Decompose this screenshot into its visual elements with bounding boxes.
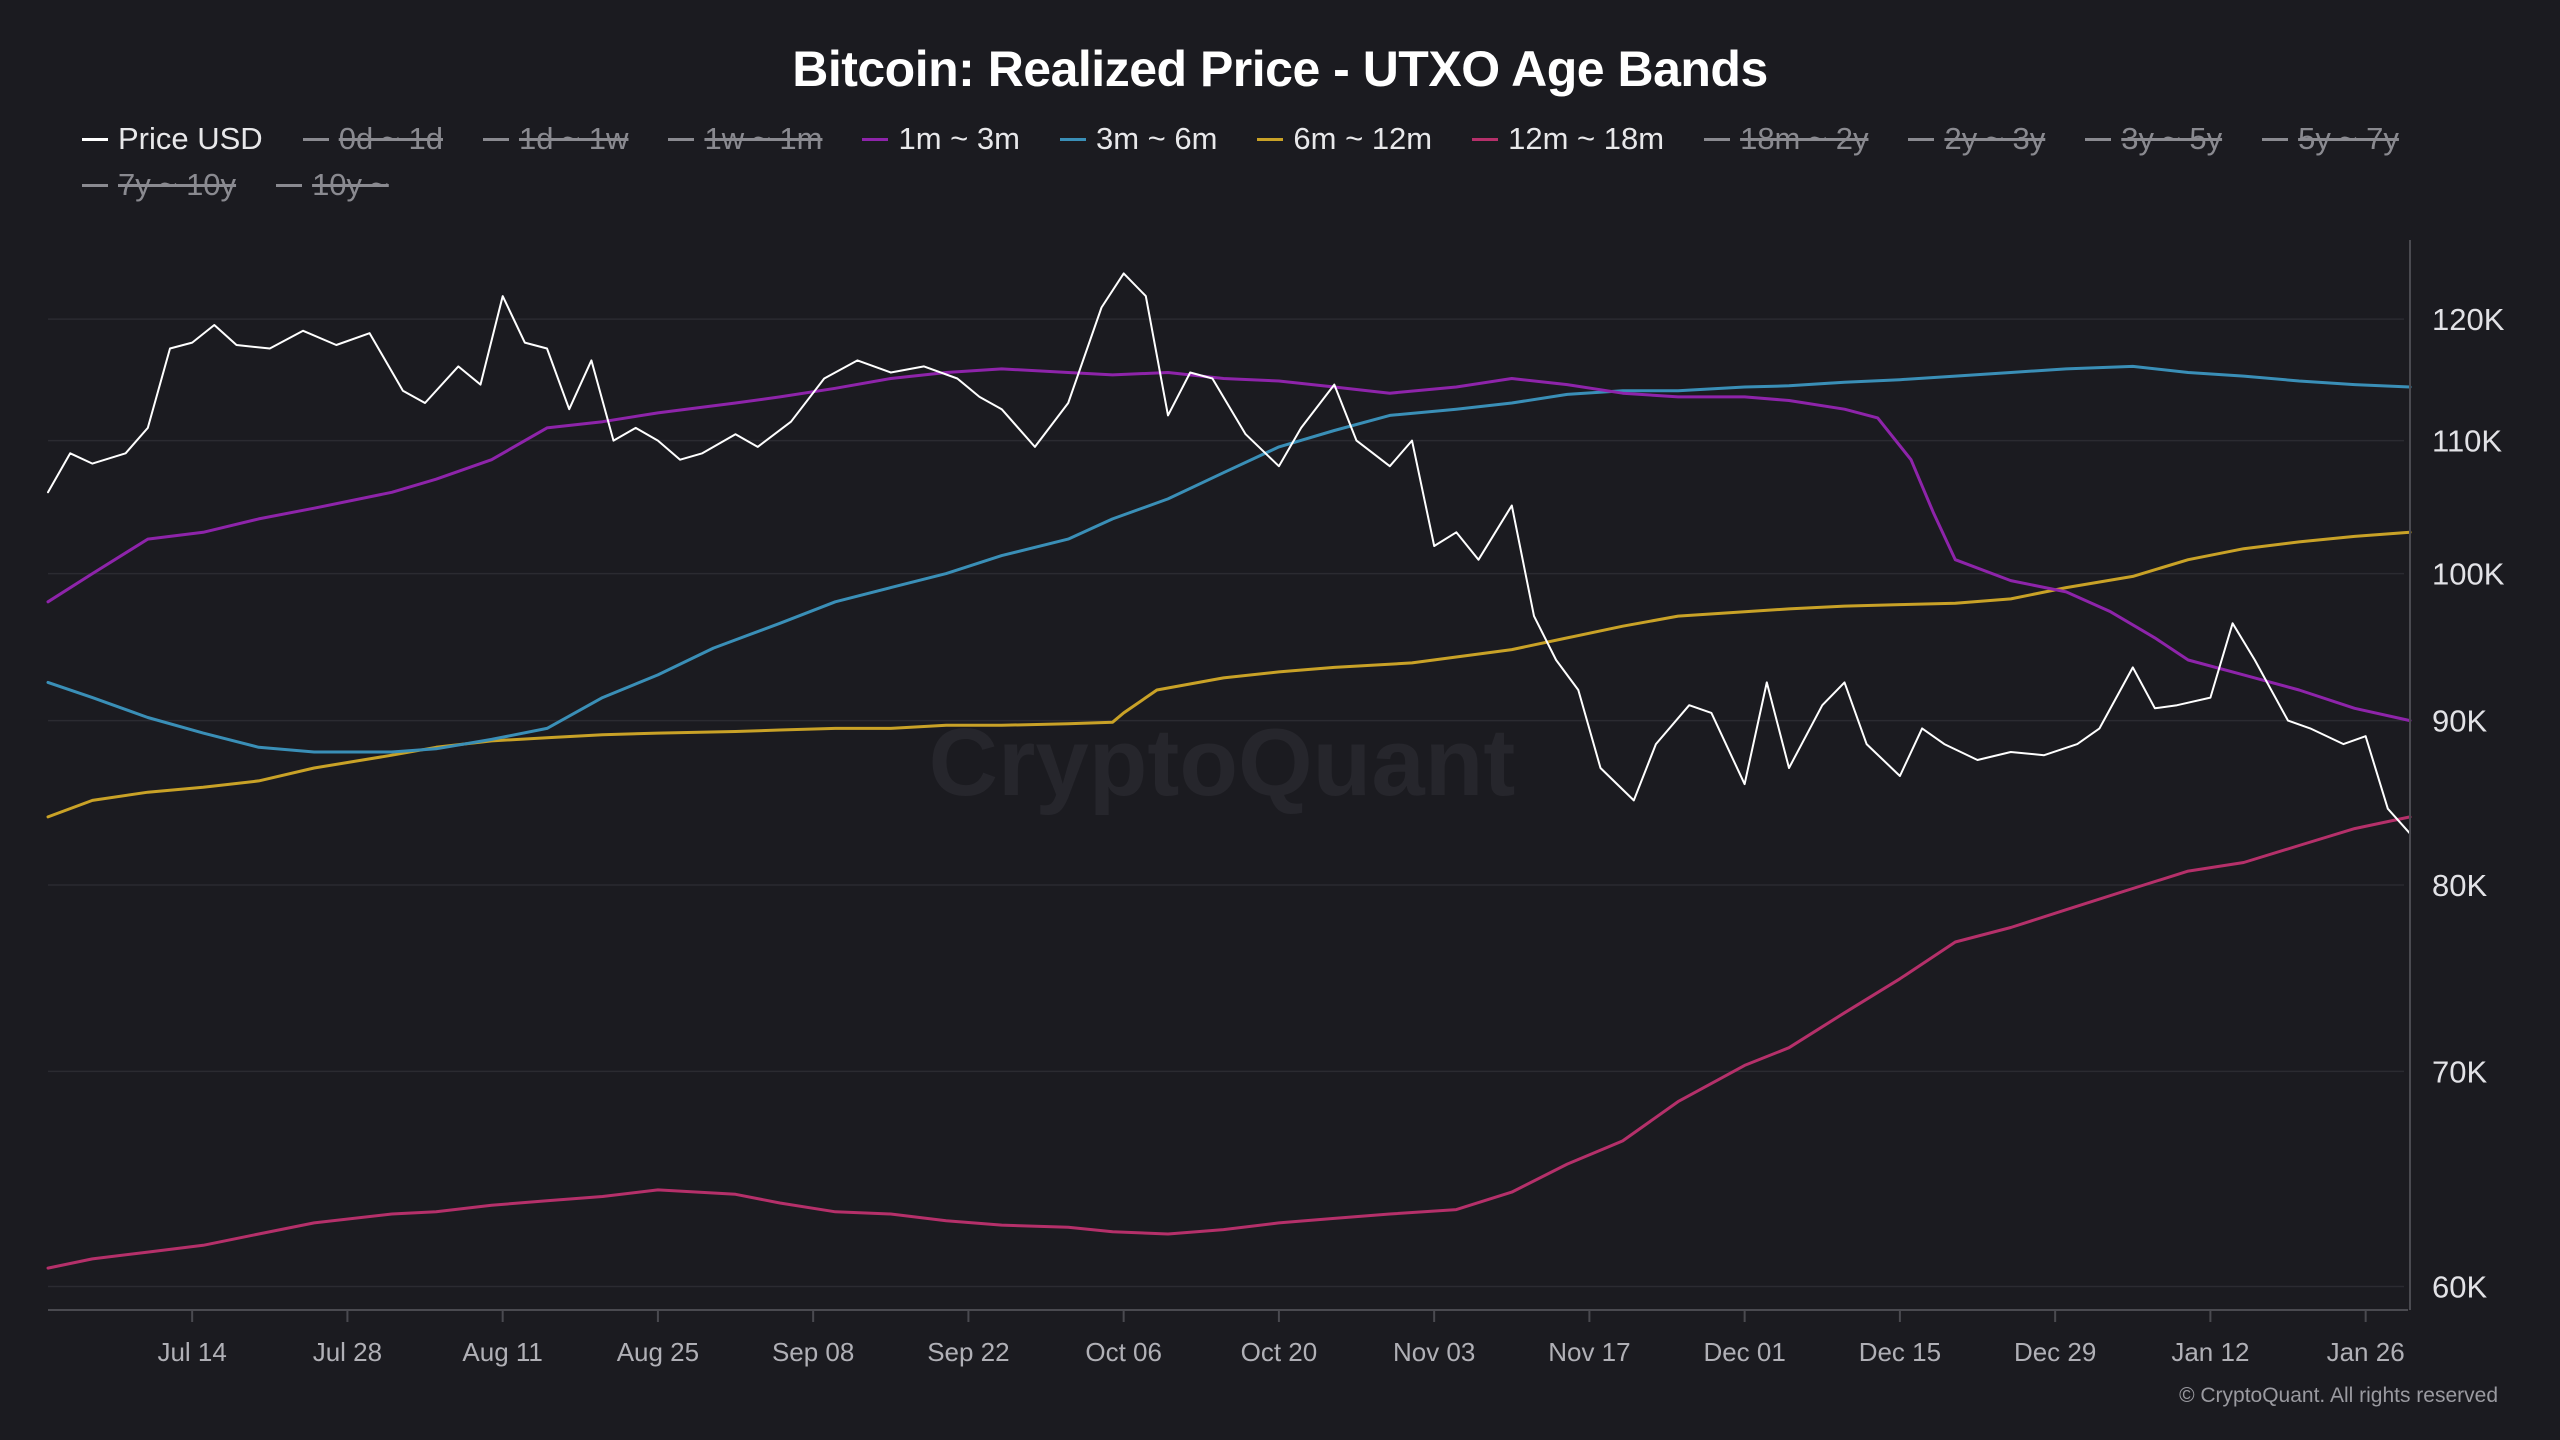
- x-tick-label-oct-06: Oct 06: [1085, 1337, 1162, 1367]
- y-tick-label-70k: 70K: [2432, 1054, 2487, 1089]
- watermark-text: CryptoQuant: [929, 709, 1516, 816]
- y-tick-label-100k: 100K: [2432, 557, 2505, 592]
- legend-item-0d-1d[interactable]: 0d ~ 1d: [302, 118, 443, 160]
- series-line-1m-3m: [46, 367, 2412, 723]
- grid-lines: [48, 318, 2404, 1288]
- x-tick-label-sep-22: Sep 22: [927, 1337, 1009, 1367]
- legend-label: 3y ~ 5y: [2121, 121, 2223, 156]
- x-tick-label-jan-12: Jan 12: [2171, 1337, 2249, 1367]
- x-tick-label-aug-25: Aug 25: [617, 1337, 699, 1367]
- copyright-footer: © CryptoQuant. All rights reserved: [2179, 1384, 2498, 1407]
- legend-swatch: [302, 137, 329, 141]
- x-tick-label-dec-01: Dec 01: [1703, 1337, 1785, 1367]
- legend-label: 1m ~ 3m: [898, 121, 1020, 156]
- y-tick-label-90k: 90K: [2432, 704, 2487, 739]
- x-tick-label-dec-29: Dec 29: [2014, 1337, 2096, 1367]
- legend-item-1w-1m[interactable]: 1w ~ 1m: [668, 118, 822, 160]
- legend-label: Price USD: [118, 121, 263, 156]
- x-tick-label-oct-20: Oct 20: [1241, 1337, 1318, 1367]
- series-line-3m-6m: [46, 364, 2412, 754]
- x-tick-label-aug-11: Aug 11: [462, 1337, 542, 1367]
- legend-item-3y-5y[interactable]: 3y ~ 5y: [2085, 118, 2222, 160]
- y-tick-label-110k: 110K: [2432, 424, 2502, 459]
- legend-swatch: [82, 137, 108, 141]
- series-lines: [46, 272, 2412, 1270]
- legend: Price USD 0d ~ 1d 1d ~ 1w 1w ~ 1m 1m ~ 3m 3m …: [82, 118, 2502, 206]
- axes: Jul 14 Jul 28 Aug 11 Aug 25 Sep 08 Sep 22 Oct …: [48, 240, 2505, 1367]
- legend-label: 10y ~: [312, 167, 389, 202]
- legend-item-3m-6m[interactable]: 3m ~ 6m: [1059, 118, 1218, 160]
- legend-swatch: [1908, 137, 1935, 141]
- legend-item-10y[interactable]: 10y ~: [276, 164, 389, 206]
- legend-label: 12m ~ 18m: [1508, 121, 1665, 156]
- legend-item-7y-10y[interactable]: 7y ~ 10y: [82, 164, 236, 206]
- legend-label: 3m ~ 6m: [1095, 121, 1218, 156]
- legend-item-2y-3y[interactable]: 2y ~ 3y: [1908, 118, 2045, 160]
- x-tick-label-jul-28: Jul 28: [313, 1337, 382, 1367]
- legend-label: 18m ~ 2y: [1740, 121, 1869, 156]
- legend-swatch: [862, 137, 889, 141]
- series-line-12m-18m: [46, 815, 2412, 1270]
- legend-label: 5y ~ 7y: [2298, 121, 2399, 156]
- y-tick-label-60k: 60K: [2432, 1270, 2487, 1305]
- x-tick-label-dec-15: Dec 15: [1859, 1337, 1941, 1367]
- legend-swatch: [2085, 137, 2112, 141]
- legend-swatch: [276, 183, 303, 187]
- legend-item-1m-3m[interactable]: 1m ~ 3m: [862, 118, 1020, 160]
- x-tick-label-jan-26: Jan 26: [2327, 1337, 2405, 1367]
- legend-swatch: [82, 183, 108, 187]
- y-tick-label-80k: 80K: [2432, 868, 2487, 903]
- series-line-price-usd: [47, 272, 2411, 835]
- legend-item-18m-2y[interactable]: 18m ~ 2y: [1704, 118, 1868, 160]
- legend-swatch: [1472, 137, 1499, 141]
- legend-label: 6m ~ 12m: [1293, 121, 1433, 156]
- legend-item-6m-12m[interactable]: 6m ~ 12m: [1257, 118, 1432, 160]
- legend-swatch: [1257, 137, 1284, 141]
- legend-label: 7y ~ 10y: [118, 167, 237, 202]
- chart-title: Bitcoin: Realized Price - UTXO Age Bands: [792, 41, 1768, 97]
- legend-label: 1w ~ 1m: [704, 121, 823, 156]
- x-tick-label-nov-17: Nov 17: [1548, 1337, 1630, 1367]
- legend-item-5y-7y[interactable]: 5y ~ 7y: [2262, 118, 2399, 160]
- legend-swatch: [668, 137, 695, 141]
- legend-swatch: [1704, 137, 1731, 141]
- legend-item-12m-18m[interactable]: 12m ~ 18m: [1472, 118, 1664, 160]
- x-tick-label-jul-14: Jul 14: [157, 1337, 226, 1367]
- x-tick-label-sep-08: Sep 08: [772, 1337, 854, 1367]
- legend-swatch: [483, 137, 509, 141]
- legend-label: 0d ~ 1d: [338, 121, 443, 156]
- x-tick-label-nov-03: Nov 03: [1393, 1337, 1475, 1367]
- legend-label: 1d ~ 1w: [519, 121, 629, 156]
- legend-item-price-usd[interactable]: Price USD: [82, 118, 263, 160]
- legend-item-1d-1w[interactable]: 1d ~ 1w: [483, 118, 628, 160]
- legend-swatch: [2262, 137, 2289, 141]
- legend-label: 2y ~ 3y: [1944, 121, 2046, 156]
- legend-swatch: [1059, 137, 1086, 141]
- y-tick-label-120k: 120K: [2432, 302, 2505, 337]
